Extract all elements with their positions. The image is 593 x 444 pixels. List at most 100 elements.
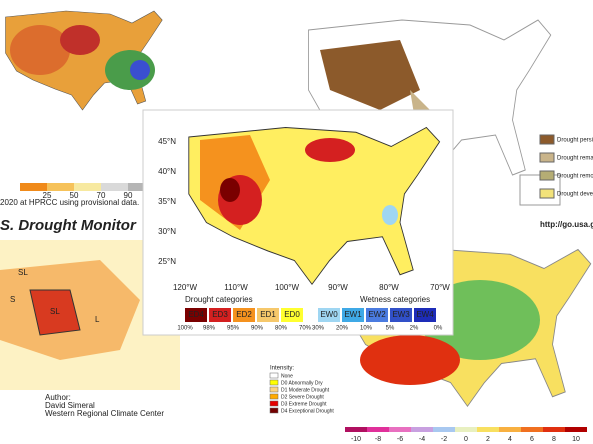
swatch [345, 427, 367, 432]
lon-label: 80°W [379, 283, 399, 292]
category-pct: 98% [203, 326, 216, 332]
lat-label: 25°N [158, 257, 176, 266]
legend-label: D0 Abnormally Dry [281, 380, 323, 386]
category-pct: 80% [275, 326, 288, 332]
outlook-legend: Drought persists/Drought remains Drought … [539, 134, 593, 199]
category-label: ED2 [236, 310, 252, 319]
legend-label: Drought remains [557, 156, 593, 162]
intensity-label: Intensity: [270, 366, 294, 372]
lon-label: 90°W [328, 283, 348, 292]
colorbar-label: 8 [552, 436, 556, 443]
swatch [433, 427, 455, 432]
colorbar-label: -8 [375, 436, 381, 443]
colorbar-label: 2 [486, 436, 490, 443]
category-pct: 90% [251, 326, 264, 332]
org: Western Regional Climate Center [45, 409, 164, 418]
swatch [539, 188, 555, 199]
anomaly-colorbar: -10 -8 -6 -4 -2 0 2 4 6 8 10 [345, 427, 587, 443]
category-label: EW3 [392, 310, 410, 319]
colorbar-label: 4 [508, 436, 512, 443]
category-swatch [233, 308, 255, 322]
lon-label: 100°W [275, 283, 300, 292]
lat-label: 45°N [158, 137, 176, 146]
category-swatch [318, 308, 340, 322]
colorbar-label: 90 [124, 191, 133, 200]
category-pct: 20% [336, 326, 349, 332]
swatch [269, 407, 279, 414]
category-swatch [390, 308, 412, 322]
lon-label: 110°W [224, 283, 248, 292]
wet-title: Wetness categories [360, 295, 430, 304]
category-label: ED0 [284, 310, 300, 319]
category-label: EW1 [344, 310, 362, 319]
map-label: S [10, 295, 15, 304]
legend-label: D3 Extreme Drought [281, 401, 327, 407]
lat-label: 30°N [158, 227, 176, 236]
category-swatch [281, 308, 303, 322]
category-label: ED1 [260, 310, 276, 319]
swatch [269, 372, 279, 379]
category-label: ED4 [188, 310, 204, 319]
swatch [539, 134, 555, 145]
category-swatch [366, 308, 388, 322]
colorbar-label: -4 [419, 436, 425, 443]
category-pct: 30% [312, 326, 325, 332]
swatch [269, 400, 279, 407]
category-label: EW4 [416, 310, 434, 319]
swatch [499, 427, 521, 432]
colorbar-label: 50 [70, 191, 79, 200]
legend-label: D1 Moderate Drought [281, 387, 330, 393]
colorbar-label: -2 [441, 436, 447, 443]
monitor-title: S. Drought Monitor [0, 217, 137, 234]
category-label: EW0 [320, 310, 338, 319]
category-swatch [414, 308, 436, 322]
lon-label: 120°W [173, 283, 198, 292]
swatch [455, 427, 477, 432]
map-label: SL [18, 268, 28, 277]
legend-label: Drought develops [557, 192, 593, 198]
author-label: Author: [45, 393, 71, 402]
category-pct: 70% [299, 326, 312, 332]
legend-label: D2 Severe Drought [281, 394, 324, 400]
category-pct: 10% [360, 326, 373, 332]
swatch [269, 386, 279, 393]
legend-label: Drought persists/ [557, 138, 593, 144]
swatch [47, 183, 74, 191]
swatch [269, 379, 279, 386]
center-map [188, 127, 441, 285]
category-pct: 5% [386, 326, 395, 332]
colorbar-label: -6 [397, 436, 403, 443]
colorbar-label: 6 [530, 436, 534, 443]
swatch [539, 152, 555, 163]
category-pct: 2% [410, 326, 419, 332]
credit: 2020 at HPRCC using provisional data. [0, 198, 139, 207]
colorbar-label: 0 [464, 436, 468, 443]
colorbar-label: 25 [43, 191, 52, 200]
map-label: L [95, 315, 100, 324]
url: http://go.usa.gov/ [540, 220, 593, 229]
lat-label: 40°N [158, 167, 176, 176]
category-label: EW2 [368, 310, 386, 319]
swatch [74, 183, 101, 191]
legend-label: D4 Exceptional Drought [281, 408, 334, 414]
category-swatch [209, 308, 231, 322]
category-swatch [257, 308, 279, 322]
swatch [101, 183, 128, 191]
swatch [367, 427, 389, 432]
category-swatch [185, 308, 207, 322]
swatch [269, 393, 279, 400]
precip-map [5, 10, 163, 111]
legend-label: None [281, 373, 293, 379]
drought-title: Drought categories [185, 295, 253, 304]
category-pct: 95% [227, 326, 240, 332]
colorbar-label: -10 [351, 436, 361, 443]
legend-label: Drought removal [557, 174, 593, 180]
category-swatch [342, 308, 364, 322]
swatch [565, 427, 587, 432]
category-label: ED3 [212, 310, 228, 319]
swatch [521, 427, 543, 432]
lon-label: 70°W [430, 283, 450, 292]
center-labels: 45°N 40°N 35°N 30°N 25°N 120°W 110°W 100°W 90°W 8… [158, 137, 450, 331]
